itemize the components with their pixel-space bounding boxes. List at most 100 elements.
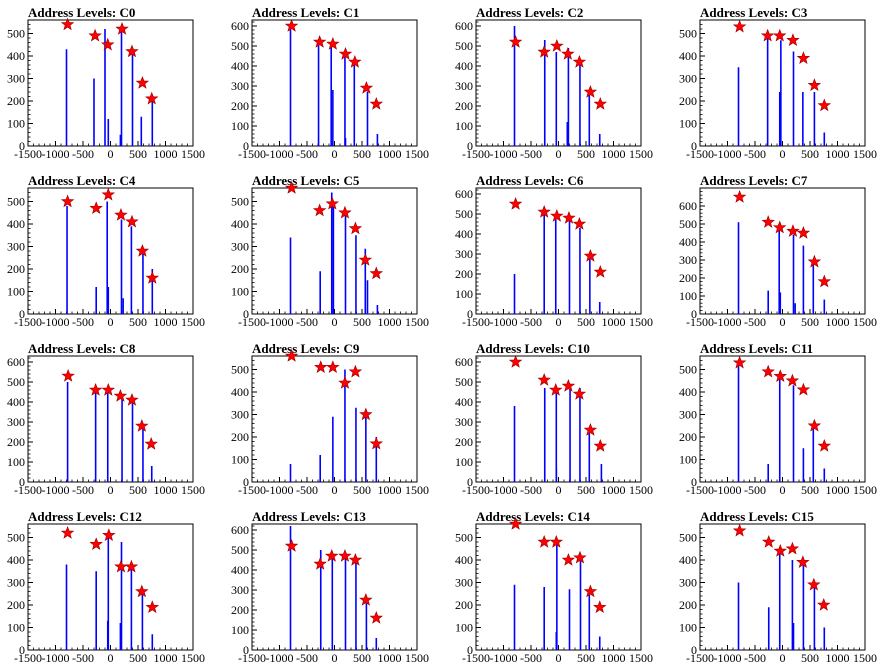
peak-marker — [284, 538, 299, 552]
peak-marker — [572, 386, 587, 400]
peak-marker — [89, 201, 103, 214]
x-tick-label: 500 — [129, 483, 147, 497]
plot-frame — [27, 19, 194, 147]
x-tick-label: -500 — [72, 147, 94, 161]
chart-panel: Address Levels: C4 0 100 200 300 400 500 -1500-… — [0, 168, 224, 336]
y-tick-label: 600 — [455, 355, 473, 369]
y-tick-label: 0 — [19, 139, 25, 153]
y-tick-label: 300 — [231, 79, 249, 93]
peak-marker — [326, 36, 340, 50]
y-tick-label: 400 — [679, 235, 697, 249]
peak-marker — [88, 28, 102, 42]
y-tick-label: 200 — [679, 271, 697, 285]
x-tick-label: -1500 — [462, 315, 490, 329]
y-tick-label: 300 — [455, 576, 473, 590]
plot-frame — [251, 355, 418, 483]
x-tick-label: 500 — [577, 483, 595, 497]
x-tick-label: -1000 — [490, 147, 518, 161]
y-tick-label: 300 — [231, 408, 249, 422]
peak-marker — [145, 270, 160, 284]
x-tick-label: 0 — [332, 651, 338, 665]
histogram-plot: 0 100 200 300 400 500 -1500 -1000 -500 0 500 1000 15… — [7, 187, 205, 329]
y-tick-label: 100 — [231, 623, 249, 637]
peak-marker — [773, 220, 787, 234]
chart-title: Address Levels: C4 — [28, 173, 136, 188]
chart-title: Address Levels: C6 — [476, 173, 584, 188]
y-tick-label: 600 — [7, 355, 25, 369]
y-tick-label: 500 — [679, 363, 697, 377]
plot-frame — [27, 355, 194, 483]
peak-marker — [284, 348, 299, 362]
x-tick-label: -500 — [296, 147, 318, 161]
peak-marker — [313, 556, 327, 570]
peak-marker — [369, 266, 384, 280]
peak-marker — [338, 375, 352, 389]
chart-title: Address Levels: C10 — [476, 341, 590, 356]
y-tick-label: 0 — [19, 643, 25, 657]
x-tick-label: 1500 — [853, 315, 877, 329]
x-tick-label: 1000 — [826, 315, 850, 329]
peak-marker — [338, 548, 352, 562]
y-tick-label: 500 — [231, 195, 249, 209]
y-tick-label: 500 — [679, 27, 697, 41]
y-tick-label: 300 — [679, 253, 697, 267]
peak-marker — [101, 382, 116, 396]
x-tick-label: 1500 — [181, 315, 205, 329]
x-tick-label: 1500 — [405, 315, 429, 329]
x-tick-label: 1000 — [602, 147, 626, 161]
histogram-plot: 0 100 200 300 400 500 -1500 -1000 -500 0 500 1000 15… — [679, 355, 877, 497]
y-tick-label: 0 — [243, 139, 249, 153]
x-tick-label: -1500 — [462, 483, 490, 497]
peak-marker — [593, 96, 608, 110]
peak-marker — [348, 364, 363, 378]
y-tick-label: 600 — [231, 523, 249, 537]
chart-panel: Address Levels: C1 0 100 200 300 400 500 600 -15… — [224, 0, 448, 168]
peak-marker — [549, 382, 563, 396]
x-tick-label: 1500 — [629, 651, 653, 665]
x-tick-label: -1500 — [462, 147, 490, 161]
y-tick-label: 200 — [679, 94, 697, 108]
peak-marker — [537, 44, 551, 58]
x-tick-label: 1000 — [378, 483, 402, 497]
x-tick-label: -500 — [520, 483, 542, 497]
peak-marker — [508, 354, 523, 368]
x-tick-label: -1000 — [714, 315, 742, 329]
x-tick-label: 1500 — [181, 483, 205, 497]
peak-marker — [773, 28, 787, 42]
peak-marker — [114, 207, 128, 221]
peak-marker — [583, 84, 598, 98]
chart-title: Address Levels: C8 — [28, 341, 136, 356]
chart-title: Address Levels: C11 — [700, 341, 814, 356]
y-tick-label: 100 — [7, 285, 25, 299]
peak-marker — [369, 436, 384, 450]
y-tick-label: 200 — [7, 435, 25, 449]
x-tick-label: -1500 — [686, 315, 714, 329]
peak-marker — [583, 584, 598, 598]
plot-frame — [475, 355, 642, 483]
chart-title: Address Levels: C5 — [252, 173, 360, 188]
histogram-plot: 0 100 200 300 400 500 600 -1500 -1000 -500 0 500 100… — [455, 187, 653, 329]
x-tick-label: 500 — [801, 315, 819, 329]
peak-marker — [358, 252, 373, 266]
peak-marker — [807, 577, 821, 591]
y-tick-label: 0 — [243, 643, 249, 657]
peak-marker — [145, 91, 159, 105]
plot-frame — [27, 187, 194, 315]
x-tick-label: 1500 — [629, 315, 653, 329]
plot-frame — [699, 523, 866, 651]
x-tick-label: -1500 — [14, 315, 42, 329]
y-tick-label: 400 — [7, 217, 25, 231]
y-tick-label: 500 — [455, 39, 473, 53]
y-tick-label: 400 — [7, 49, 25, 63]
peak-marker — [583, 248, 598, 262]
peak-marker — [817, 597, 831, 611]
x-tick-label: -500 — [744, 147, 766, 161]
y-tick-label: 100 — [455, 287, 473, 301]
y-tick-label: 500 — [455, 375, 473, 389]
peak-marker — [113, 388, 128, 402]
chart-panel: Address Levels: C0 0 100 200 300 400 500 -1500-… — [0, 0, 224, 168]
x-tick-label: 0 — [780, 651, 786, 665]
peak-marker — [60, 194, 75, 208]
x-tick-label: 1000 — [602, 315, 626, 329]
x-tick-label: 500 — [801, 651, 819, 665]
